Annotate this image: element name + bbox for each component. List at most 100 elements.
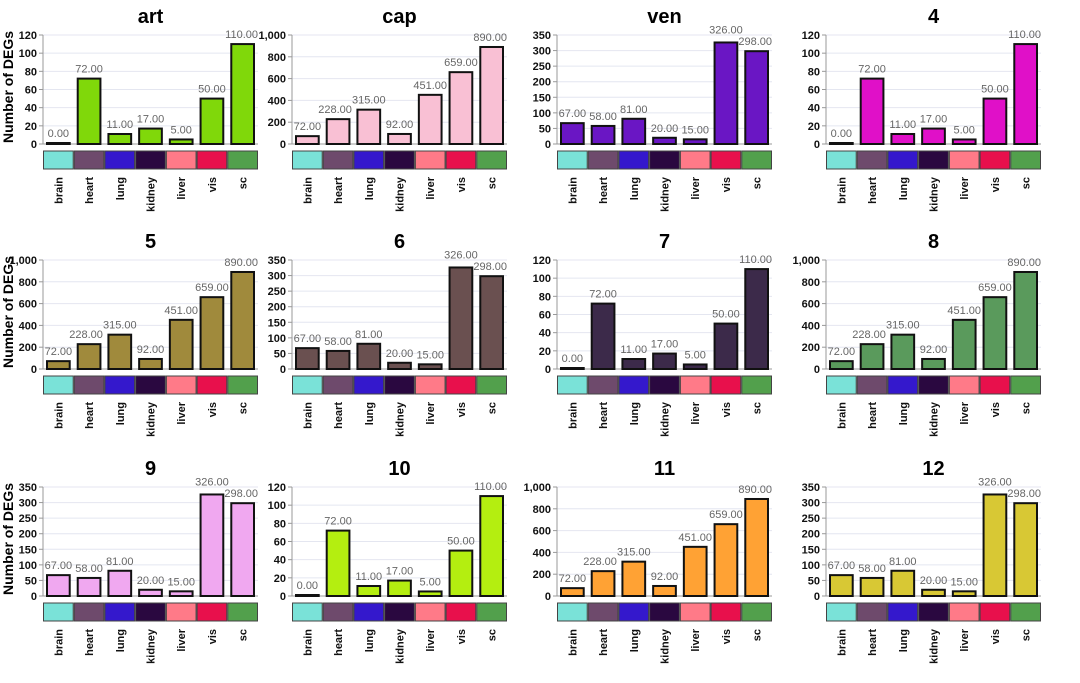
x-tick-label: brain [567,402,579,429]
y-tick-label: 120 [533,255,551,267]
x-tick-label: sc [238,402,250,414]
panel-title: 10 [388,458,410,480]
bar-lung [621,358,647,370]
x-tick-label: brain [53,177,65,204]
panel-title: 5 [145,231,156,253]
y-tick-label: 350 [268,255,286,267]
y-tick-label: 100 [268,500,286,512]
tissue-color-cell-heart [322,150,354,170]
x-tick-label: heart [867,177,879,204]
tissue-color-cell-sc [1010,375,1041,395]
bar-vis [199,296,225,371]
y-tick-label: 100 [802,48,820,60]
x-tick-label: brain [836,629,848,656]
tissue-color-cell-heart [322,375,354,395]
x-tick-label: heart [598,402,610,429]
bar-heart [590,302,616,371]
tissue-color-cell-sc [1010,602,1041,622]
tissue-color-cell-lung [887,602,919,622]
bar-brain [295,594,320,597]
x-tick-label: brain [53,402,65,429]
x-tick-label: kidney [395,628,407,664]
x-tick-label: liver [959,628,971,651]
bar-liver [168,590,194,597]
bar-kidney [138,588,163,597]
bar-lung [621,117,647,145]
value-label: 659.00 [195,282,229,294]
x-tick-label: vis [207,629,219,644]
tissue-color-cell-brain [292,602,323,622]
tissue-color-cell-kidney [384,375,415,395]
x-tick-label: lung [629,629,641,652]
chart-panel-8: 8 0 200 400 600 800 1,000 72.00 brain 228.00 heart… [792,231,1041,437]
tissue-color-cell-brain [557,375,588,395]
x-tick-label: sc [238,177,250,189]
tissue-color-cell-vis [196,375,228,395]
bar-kidney [387,579,412,598]
y-tick-label: 60 [274,537,286,549]
y-tick-label: 350 [19,482,37,494]
tissue-color-cell-heart [856,150,888,170]
y-tick-label: 350 [802,482,820,494]
x-tick-label: vis [721,629,733,644]
tissue-color-cell-vis [445,375,477,395]
y-tick-label: 80 [25,66,37,78]
y-tick-label: 600 [19,299,37,311]
bar-heart [76,343,102,371]
y-tick-label: 120 [19,30,37,42]
bar-lung [356,108,382,145]
value-label: 50.00 [981,84,1009,96]
tissue-color-cell-brain [826,150,857,170]
value-label: 228.00 [583,556,617,568]
value-label: 451.00 [947,305,981,317]
value-label: 15.00 [681,124,709,136]
value-label: 298.00 [738,36,772,48]
chart-panel-ven: ven 0 50 100 150 200 250 300 350 67.00 brain 58.00 h… [533,6,772,212]
panel-title: 4 [928,6,940,28]
value-label: 315.00 [617,547,651,559]
tissue-color-cell-liver [165,375,197,395]
panel-title: 7 [659,231,670,253]
x-tick-label: liver [176,401,188,424]
x-tick-label: vis [990,177,1002,192]
x-tick-label: kidney [395,176,407,212]
bar-sc [1013,43,1038,145]
bar-heart [76,576,102,597]
y-tick-label: 250 [802,513,820,525]
tissue-color-cell-kidney [649,602,680,622]
y-tick-label: 100 [19,48,37,60]
value-label: 50.00 [712,309,740,321]
tissue-color-cell-liver [679,150,711,170]
bar-lung [890,333,916,371]
bar-heart [325,529,351,597]
value-label: 110.00 [474,481,507,493]
bar-lung [356,585,382,598]
tissue-color-cell-heart [587,150,619,170]
tissue-color-cell-liver [165,150,197,170]
x-tick-label: kidney [660,628,672,664]
value-label: 298.00 [224,488,258,500]
panel-title: 9 [145,458,156,480]
x-tick-label: lung [898,629,910,652]
value-label: 110.00 [1008,29,1041,41]
bar-kidney [652,584,677,597]
value-label: 0.00 [48,128,69,140]
bar-vis [982,296,1008,371]
bar-vis [982,97,1008,146]
bar-liver [417,590,443,597]
bar-heart [325,349,351,370]
x-tick-label: lung [115,629,127,652]
value-label: 5.00 [954,124,975,136]
x-tick-label: kidney [929,401,941,437]
x-tick-label: sc [1021,177,1033,189]
chart-panel-12: 12 0 50 100 150 200 250 300 350 67.00 brain 58.00 he… [802,458,1041,664]
bar-kidney [387,132,412,145]
y-tick-label: 100 [19,560,37,572]
bar-kidney [921,127,946,146]
tissue-color-cell-brain [557,602,588,622]
value-label: 228.00 [852,329,886,341]
chart-panel-6: 6 0 50 100 150 200 250 300 350 67.00 brain 58.00 hea… [268,231,507,437]
value-label: 11.00 [106,119,133,131]
x-tick-label: vis [990,629,1002,644]
